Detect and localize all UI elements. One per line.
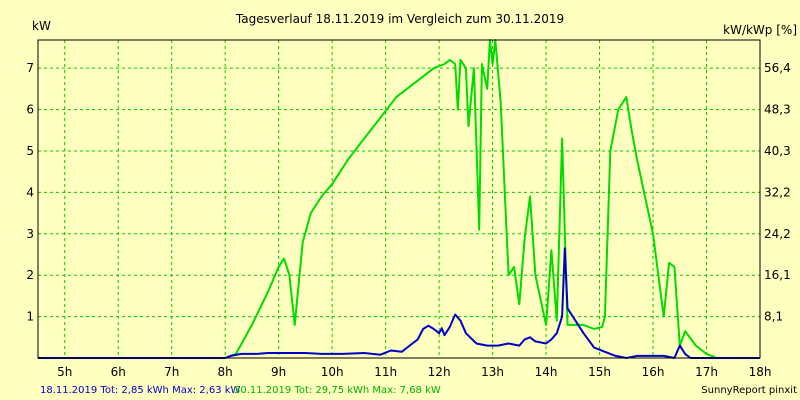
y-left-tick-1: 1 (26, 310, 34, 324)
legend-18-11-2019: 18.11.2019 Tot: 2,85 kWh Max: 2,63 kW (40, 385, 241, 396)
y-axis-left-ticks: 1 2 3 4 5 6 7 (26, 61, 34, 323)
y-axis-right-label: kW/kWp [%] (723, 23, 797, 37)
y-axis-right-ticks: 8,1 16,1 24,2 32,2 40,3 48,3 56,4 (764, 61, 791, 323)
y-right-tick-4: 32,2 (764, 185, 791, 199)
y-right-tick-2: 16,1 (764, 268, 791, 282)
y-left-tick-6: 6 (26, 103, 34, 117)
x-tick-12h: 12h (428, 365, 451, 379)
series-line-30.11.2019 (38, 39, 760, 359)
x-tick-11h: 11h (374, 365, 397, 379)
x-tick-5h: 5h (57, 365, 72, 379)
series-layer (38, 39, 760, 359)
grid-lines (38, 40, 760, 358)
y-left-tick-2: 2 (26, 268, 34, 282)
y-right-tick-7: 56,4 (764, 61, 791, 75)
x-tick-8h: 8h (218, 365, 233, 379)
chart-title: Tagesverlauf 18.11.2019 im Vergleich zum… (235, 12, 564, 26)
y-left-tick-3: 3 (26, 227, 34, 241)
series-line-18.11.2019 (38, 247, 760, 359)
footer-credit: SunnyReport pinxit (701, 385, 797, 396)
x-tick-7h: 7h (164, 365, 179, 379)
x-tick-6h: 6h (111, 365, 126, 379)
y-left-tick-5: 5 (26, 144, 34, 158)
y-right-tick-5: 40,3 (764, 144, 791, 158)
x-tick-17h: 17h (695, 365, 718, 379)
x-tick-14h: 14h (535, 365, 558, 379)
y-right-tick-3: 24,2 (764, 227, 791, 241)
y-left-tick-7: 7 (26, 61, 34, 75)
y-right-tick-1: 8,1 (764, 310, 783, 324)
y-right-tick-6: 48,3 (764, 103, 791, 117)
plot-border (37, 39, 761, 359)
x-tick-10h: 10h (321, 365, 344, 379)
legend-30-11-2019: 30.11.2019 Tot: 29,75 kWh Max: 7,68 kW (234, 385, 441, 396)
x-tick-13h: 13h (481, 365, 504, 379)
x-tick-15h: 15h (588, 365, 611, 379)
x-tick-16h: 16h (642, 365, 665, 379)
plot-area (38, 40, 760, 358)
x-tick-9h: 9h (271, 365, 286, 379)
x-tick-18h: 18h (749, 365, 772, 379)
x-axis-ticks: 5h 6h 7h 8h 9h 10h 11h 12h 13h 14h 15h 16h 17h 18h (57, 365, 771, 379)
y-axis-left-label: kW (32, 19, 51, 33)
y-left-tick-4: 4 (26, 185, 34, 199)
